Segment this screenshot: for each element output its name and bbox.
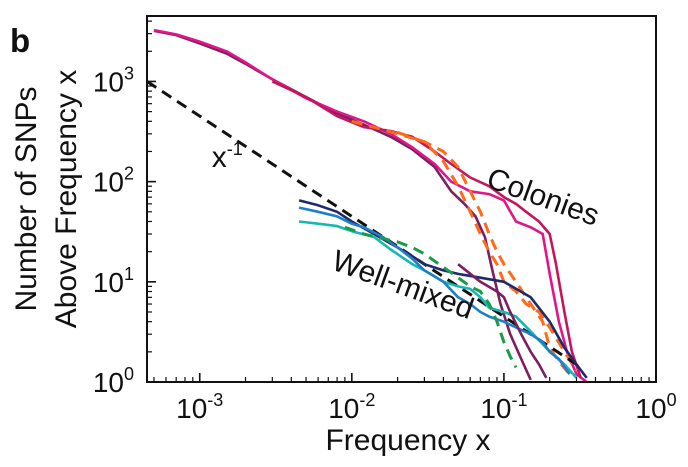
y-tick-label: 102 bbox=[93, 164, 134, 198]
series-line-10 bbox=[344, 225, 518, 369]
series-line-5 bbox=[397, 130, 578, 372]
series-line-3 bbox=[271, 80, 582, 379]
group-annotation: Colonies bbox=[483, 162, 604, 233]
plot-frame bbox=[146, 15, 657, 383]
y-tick-label: 101 bbox=[93, 264, 134, 298]
series-line-1 bbox=[153, 29, 532, 381]
y-axis-label-line1: Number of SNPs bbox=[10, 86, 43, 311]
y-axis-label-line2: Above Frequency x bbox=[50, 70, 83, 328]
y-tick-label: 103 bbox=[93, 63, 134, 97]
x-tick-label: 10-1 bbox=[480, 390, 527, 424]
slope-annotation: x-1 bbox=[212, 139, 243, 174]
series-line-2 bbox=[153, 28, 588, 382]
panel-label: b bbox=[10, 22, 30, 59]
series-line-6 bbox=[147, 80, 578, 366]
x-axis-label: Frequency x bbox=[325, 424, 490, 457]
x-tick-label: 10-2 bbox=[328, 390, 375, 424]
series-line-7 bbox=[298, 199, 588, 379]
series-line-9 bbox=[298, 206, 571, 375]
x-tick-label: 10-3 bbox=[176, 390, 223, 424]
series-line-11 bbox=[457, 263, 548, 379]
x-tick-label: 100 bbox=[635, 390, 676, 424]
y-tick-label: 100 bbox=[93, 364, 134, 398]
